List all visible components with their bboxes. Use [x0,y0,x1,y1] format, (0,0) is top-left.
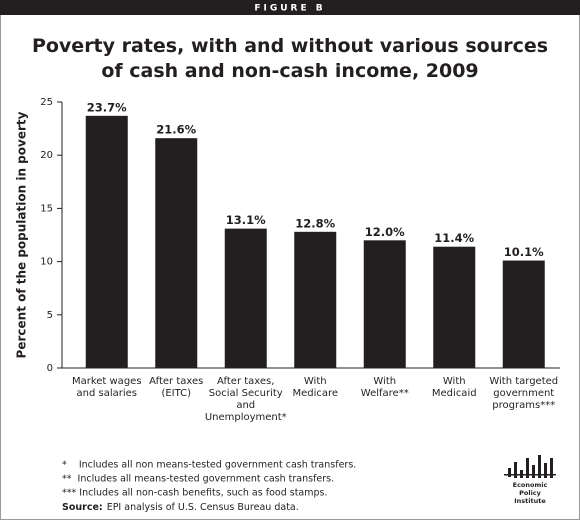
source-label: Source: [62,502,103,513]
y-tick-label: 0 [47,363,53,374]
x-tick-label: With Welfare** [361,376,409,399]
bar [294,231,337,368]
y-tick-label: 10 [40,257,53,268]
x-tick-label: With targeted government programs*** [489,376,558,411]
bar [433,246,476,368]
x-tick-label: After taxes, Social Security and Unemployme… [205,376,287,423]
value-label: 12.0% [365,225,405,239]
x-tick-label: Market wages and salaries [72,376,142,399]
x-tick-label: After taxes (EITC) [149,376,203,399]
bar [85,115,128,368]
footnote: * Includes all non means-tested governme… [62,460,356,471]
y-tick-label: 20 [40,150,53,161]
bar [502,260,545,368]
y-tick-label: 25 [40,97,53,108]
value-label: 10.1% [504,245,544,259]
x-tick-label: With Medicaid [432,376,477,399]
x-tick-label: With Medicare [292,376,338,399]
bar [224,228,267,368]
figure-band [0,0,580,15]
value-label: 23.7% [87,100,127,114]
y-axis-label: Percent of the population in poverty [15,111,29,358]
bar [363,240,406,368]
figure-label: FIGURE B [254,4,325,14]
y-tick-label: 15 [40,203,53,214]
y-tick-label: 5 [47,310,53,321]
value-label: 12.8% [295,216,335,230]
bar [155,138,198,368]
value-label: 13.1% [226,213,266,227]
logo-icon [504,455,556,478]
source-text: EPI analysis of U.S. Census Bureau data. [107,502,299,513]
value-label: 21.6% [156,123,196,137]
logo-text: Economic Policy Institute [513,481,548,505]
source: Source: EPI analysis of U.S. Census Burea… [62,502,299,513]
chart-title: Poverty rates, with and without various … [32,35,548,82]
value-label: 11.4% [434,231,474,245]
footnote: ** Includes all means-tested government … [62,474,334,485]
footnote: *** Includes all non-cash benefits, such… [62,488,328,499]
